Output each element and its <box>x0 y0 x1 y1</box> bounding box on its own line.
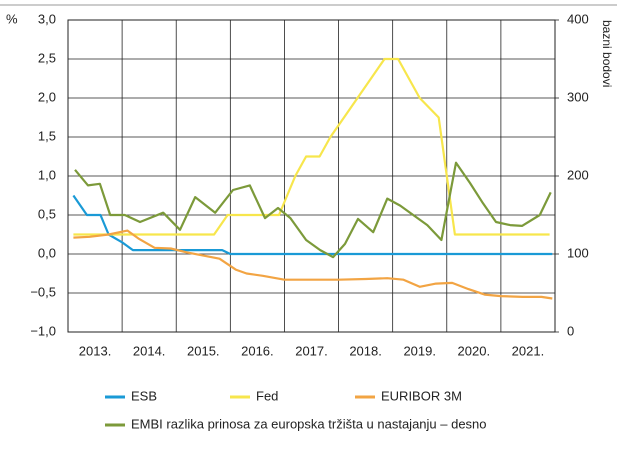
y-tick-label: 1,5 <box>38 128 56 143</box>
line-series <box>74 161 552 259</box>
x-tick-label: 2018. <box>349 343 382 358</box>
legend-label: EMBI razlika prinosa za europska tržišta… <box>131 416 487 431</box>
x-tick-label: 2013. <box>79 343 112 358</box>
line-series <box>73 57 550 236</box>
y-tick-label: 3,0 <box>38 11 56 26</box>
x-tick-label: 2017. <box>295 343 328 358</box>
y2-tick-label: 200 <box>567 167 589 182</box>
legend-label: EURIBOR 3M <box>381 388 462 403</box>
x-tick-label: 2019. <box>403 343 436 358</box>
y2-tick-label: 300 <box>567 89 589 104</box>
y-tick-label: 1,0 <box>38 167 56 182</box>
legend-label: ESB <box>131 388 157 403</box>
y-tick-label: −0,5 <box>30 284 56 299</box>
y2-tick-label: 100 <box>567 245 589 260</box>
y2-tick-label: 400 <box>567 11 589 26</box>
y-tick-label: 0,0 <box>38 245 56 260</box>
plot-frame <box>67 19 556 333</box>
legend-label: Fed <box>256 388 278 403</box>
y2-tick-label: 0 <box>567 323 574 338</box>
x-tick-label: 2021. <box>512 343 545 358</box>
y2-axis-label: bazni bodovi <box>600 20 614 87</box>
x-tick-label: 2014. <box>133 343 166 358</box>
x-tick-label: 2020. <box>458 343 491 358</box>
x-tick-label: 2015. <box>187 343 220 358</box>
y-axis-label: % <box>6 11 18 26</box>
x-tick-label: 2016. <box>241 343 274 358</box>
line-series <box>72 194 553 256</box>
y-tick-label: 0,5 <box>38 206 56 221</box>
y-tick-label: 2,0 <box>38 89 56 104</box>
line-series <box>73 229 553 300</box>
y-tick-label: 2,5 <box>38 50 56 65</box>
y-tick-label: −1,0 <box>30 323 56 338</box>
